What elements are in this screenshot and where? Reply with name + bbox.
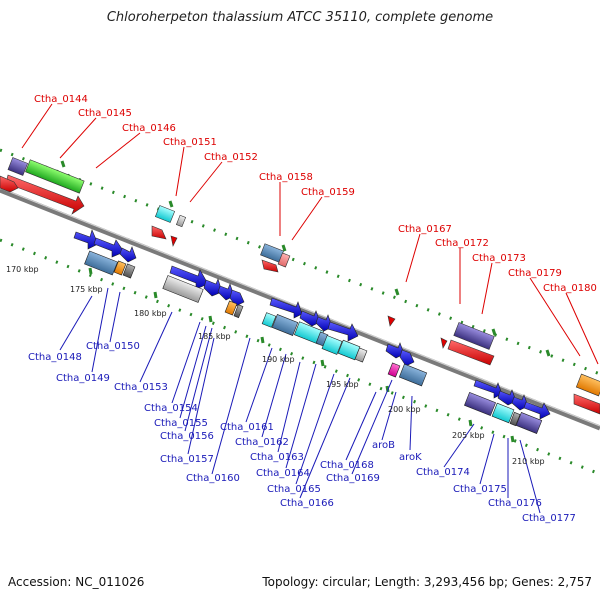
gene-label: Ctha_0160 <box>186 473 240 484</box>
gene-label: Ctha_0152 <box>204 152 258 163</box>
gene-label: Ctha_0175 <box>453 484 507 495</box>
gene-label: Ctha_0162 <box>235 437 289 448</box>
major-ticks-top <box>60 160 551 357</box>
gene-label: Ctha_0155 <box>154 418 208 429</box>
kbp-label: 170 kbp <box>6 265 39 274</box>
gene-red-151b <box>151 225 167 240</box>
gene-label: Ctha_0158 <box>259 172 313 183</box>
gene-label: Ctha_0172 <box>435 238 489 249</box>
gene-ctha-0148 <box>84 250 118 276</box>
gene-ctha-0164 <box>321 335 343 355</box>
gene-ctha-0149 <box>113 260 127 276</box>
kbp-label: 185 kbp <box>198 332 231 341</box>
gene-ctha-0151 <box>154 205 176 223</box>
gene-small-red-1 <box>0 175 19 193</box>
gene-blue-a3 <box>119 246 137 263</box>
gene-ctha-0161 <box>271 314 299 336</box>
gene-label: Ctha_0161 <box>220 422 274 433</box>
gene-red-158b <box>261 259 279 273</box>
gene-label: Ctha_0153 <box>114 382 168 393</box>
gene-red-151c <box>170 235 178 247</box>
gene-label: Ctha_0148 <box>28 352 82 363</box>
gene-features-bottom <box>73 229 551 434</box>
leader-lines-bottom <box>59 287 541 514</box>
gene-blue-a1 <box>73 229 99 250</box>
gene-ctha-0173 <box>447 339 495 366</box>
gene-label: Ctha_0157 <box>160 454 214 465</box>
genome-backbone-highlight <box>0 187 600 427</box>
gene-label: Ctha_0151 <box>163 137 217 148</box>
gene-label: Ctha_0168 <box>320 460 374 471</box>
gene-label: Ctha_0163 <box>250 452 304 463</box>
kbp-label: 195 kbp <box>326 380 359 389</box>
gene-ctha-0159 <box>277 252 291 268</box>
gene-label: Ctha_0177 <box>522 513 576 524</box>
kbp-label: 180 kbp <box>134 309 167 318</box>
gene-features-top <box>0 157 600 415</box>
gene-label: Ctha_0166 <box>280 498 334 509</box>
gene-label: Ctha_0164 <box>256 468 310 479</box>
gene-ctha-0175 <box>491 402 515 424</box>
gene-ctha-0179 <box>575 373 600 397</box>
leader-lines-top <box>21 103 599 365</box>
kbp-label: 175 kbp <box>70 285 103 294</box>
gene-label: Ctha_0149 <box>56 373 110 384</box>
gene-blue-a2 <box>93 237 125 258</box>
gene-red-0173b <box>440 337 448 349</box>
gene-blue-b1 <box>169 265 209 290</box>
gene-ctha-0155 <box>233 304 244 319</box>
gene-label: Ctha_0146 <box>122 123 176 134</box>
gene-label: aroB <box>372 440 395 451</box>
gene-label: Ctha_0167 <box>398 224 452 235</box>
major-ticks-bottom <box>88 267 515 443</box>
gene-label: Ctha_0169 <box>326 473 380 484</box>
gene-label: Ctha_0173 <box>472 253 526 264</box>
gene-blue-c1 <box>269 297 303 319</box>
gene-label: Ctha_0144 <box>34 94 88 105</box>
gene-label: aroK <box>399 452 422 463</box>
kbp-label: 190 kbp <box>262 355 295 364</box>
gene-label: Ctha_0145 <box>78 108 132 119</box>
gene-blue-e1 <box>473 379 503 399</box>
gene-ctha-0144 <box>7 157 29 176</box>
gene-ctha-0152 <box>175 214 187 228</box>
gene-label: Ctha_0159 <box>301 187 355 198</box>
accession-text: Accession: NC_011026 <box>8 575 145 589</box>
genome-title: Chloroherpeton thalassium ATCC 35110, co… <box>106 10 494 25</box>
gene-ctha-0145 <box>25 159 85 194</box>
gene-label: Ctha_0154 <box>144 403 198 414</box>
gene-label: Ctha_0176 <box>488 498 542 509</box>
gene-ctha-0168 <box>387 362 401 378</box>
gene-ctha-0153 <box>162 275 204 303</box>
gene-arob <box>398 363 428 387</box>
gene-ctha-0154 <box>224 300 238 316</box>
kbp-label: 205 kbp <box>452 431 485 440</box>
gene-blue-c4 <box>327 321 359 342</box>
gene-ctha-0160 <box>261 312 277 328</box>
gene-ctha-0174 <box>464 391 496 417</box>
gene-blue-b4 <box>229 289 245 307</box>
gene-ctha-0172 <box>453 322 495 350</box>
gene-label: Ctha_0174 <box>416 467 470 478</box>
gene-label: Ctha_0179 <box>508 268 562 279</box>
gene-ctha-0146 <box>5 174 85 215</box>
gene-ctha-0166 <box>354 347 368 363</box>
gene-label: Ctha_0165 <box>267 484 321 495</box>
kbp-label: 210 kbp <box>512 457 545 466</box>
gene-ctha-0150 <box>122 263 136 279</box>
gene-ctha-0176 <box>509 411 521 427</box>
topology-text: Topology: circular; Length: 3,293,456 bp… <box>262 575 592 589</box>
kbp-label: 200 kbp <box>388 405 421 414</box>
gene-label: Ctha_0150 <box>86 341 140 352</box>
gene-ctha-0177 <box>515 412 543 434</box>
gene-ctha-0167 <box>387 315 396 327</box>
gene-label: Ctha_0180 <box>543 283 597 294</box>
gene-ctha-0180 <box>573 393 600 415</box>
gene-label: Ctha_0156 <box>160 431 214 442</box>
gene-blue-e4 <box>523 401 551 420</box>
gene-blue-d2 <box>399 349 415 367</box>
